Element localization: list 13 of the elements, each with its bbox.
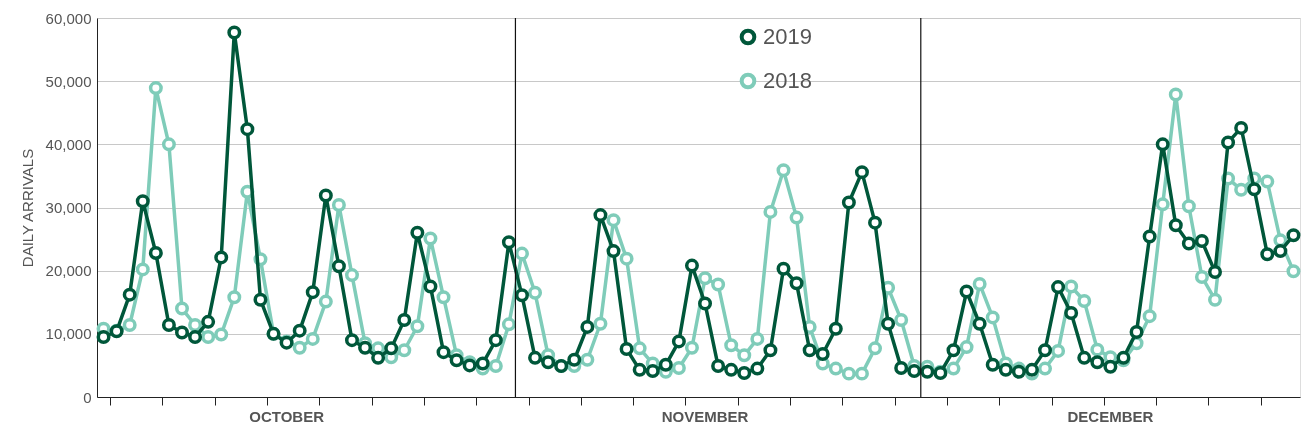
x-tick-label: OCTOBER xyxy=(249,408,325,425)
x-tick-label: NOVEMBER xyxy=(661,408,749,425)
y-tick-label: 60,000 xyxy=(45,9,92,27)
y-tick-label: 20,000 xyxy=(45,262,92,280)
legend-label: 2018 xyxy=(763,68,812,93)
x-tick-label: DECEMBER xyxy=(1067,408,1154,425)
y-tick-label: 30,000 xyxy=(45,199,92,216)
y-tick-label: 50,000 xyxy=(45,72,92,90)
y-tick-label: 40,000 xyxy=(45,135,92,153)
y-tick-label: 10,000 xyxy=(45,325,92,343)
y-axis-title: DAILY ARRIVALS xyxy=(18,148,36,268)
legend-label: 2019 xyxy=(763,24,812,49)
y-tick-label: 0 xyxy=(83,388,92,406)
